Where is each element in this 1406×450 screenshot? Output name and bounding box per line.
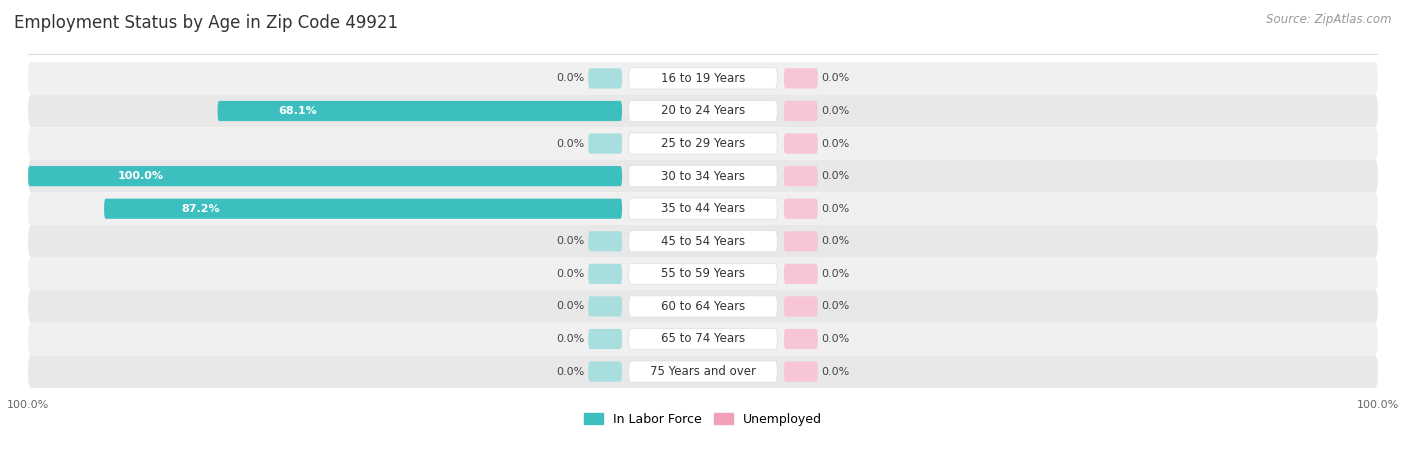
FancyBboxPatch shape bbox=[628, 68, 778, 89]
FancyBboxPatch shape bbox=[28, 290, 1378, 323]
FancyBboxPatch shape bbox=[628, 231, 778, 252]
Text: 0.0%: 0.0% bbox=[821, 302, 849, 311]
Text: 35 to 44 Years: 35 to 44 Years bbox=[661, 202, 745, 215]
Text: 0.0%: 0.0% bbox=[557, 236, 585, 246]
Text: 0.0%: 0.0% bbox=[557, 367, 585, 377]
FancyBboxPatch shape bbox=[785, 264, 818, 284]
FancyBboxPatch shape bbox=[588, 68, 621, 89]
Text: 0.0%: 0.0% bbox=[821, 73, 849, 83]
Text: 60 to 64 Years: 60 to 64 Years bbox=[661, 300, 745, 313]
FancyBboxPatch shape bbox=[785, 329, 818, 349]
FancyBboxPatch shape bbox=[628, 133, 778, 154]
Text: 0.0%: 0.0% bbox=[557, 139, 585, 148]
Text: 20 to 24 Years: 20 to 24 Years bbox=[661, 104, 745, 117]
FancyBboxPatch shape bbox=[28, 62, 1378, 94]
Text: 55 to 59 Years: 55 to 59 Years bbox=[661, 267, 745, 280]
FancyBboxPatch shape bbox=[28, 257, 1378, 290]
Text: 75 Years and over: 75 Years and over bbox=[650, 365, 756, 378]
FancyBboxPatch shape bbox=[28, 94, 1378, 127]
Text: 0.0%: 0.0% bbox=[557, 73, 585, 83]
FancyBboxPatch shape bbox=[785, 198, 818, 219]
Text: 30 to 34 Years: 30 to 34 Years bbox=[661, 170, 745, 183]
FancyBboxPatch shape bbox=[588, 231, 621, 252]
Text: 0.0%: 0.0% bbox=[821, 269, 849, 279]
FancyBboxPatch shape bbox=[628, 296, 778, 317]
Text: 0.0%: 0.0% bbox=[821, 171, 849, 181]
Text: 65 to 74 Years: 65 to 74 Years bbox=[661, 333, 745, 346]
Text: 0.0%: 0.0% bbox=[821, 204, 849, 214]
FancyBboxPatch shape bbox=[588, 329, 621, 349]
FancyBboxPatch shape bbox=[785, 231, 818, 252]
Text: 0.0%: 0.0% bbox=[821, 334, 849, 344]
FancyBboxPatch shape bbox=[218, 101, 621, 121]
Text: 0.0%: 0.0% bbox=[557, 334, 585, 344]
FancyBboxPatch shape bbox=[28, 225, 1378, 257]
FancyBboxPatch shape bbox=[785, 68, 818, 89]
FancyBboxPatch shape bbox=[628, 361, 778, 382]
FancyBboxPatch shape bbox=[104, 198, 621, 219]
Text: Employment Status by Age in Zip Code 49921: Employment Status by Age in Zip Code 499… bbox=[14, 14, 398, 32]
FancyBboxPatch shape bbox=[28, 356, 1378, 388]
FancyBboxPatch shape bbox=[628, 166, 778, 187]
Text: 45 to 54 Years: 45 to 54 Years bbox=[661, 235, 745, 248]
FancyBboxPatch shape bbox=[785, 101, 818, 121]
FancyBboxPatch shape bbox=[588, 361, 621, 382]
Text: 68.1%: 68.1% bbox=[278, 106, 316, 116]
FancyBboxPatch shape bbox=[785, 134, 818, 153]
Text: Source: ZipAtlas.com: Source: ZipAtlas.com bbox=[1267, 14, 1392, 27]
Text: 25 to 29 Years: 25 to 29 Years bbox=[661, 137, 745, 150]
FancyBboxPatch shape bbox=[28, 127, 1378, 160]
Text: 0.0%: 0.0% bbox=[557, 302, 585, 311]
Text: 0.0%: 0.0% bbox=[821, 139, 849, 148]
FancyBboxPatch shape bbox=[628, 328, 778, 350]
Legend: In Labor Force, Unemployed: In Labor Force, Unemployed bbox=[579, 408, 827, 431]
FancyBboxPatch shape bbox=[628, 100, 778, 122]
FancyBboxPatch shape bbox=[785, 166, 818, 186]
FancyBboxPatch shape bbox=[28, 160, 1378, 193]
FancyBboxPatch shape bbox=[785, 361, 818, 382]
Text: 0.0%: 0.0% bbox=[557, 269, 585, 279]
FancyBboxPatch shape bbox=[28, 193, 1378, 225]
Text: 16 to 19 Years: 16 to 19 Years bbox=[661, 72, 745, 85]
FancyBboxPatch shape bbox=[588, 297, 621, 316]
Text: 0.0%: 0.0% bbox=[821, 106, 849, 116]
Text: 100.0%: 100.0% bbox=[117, 171, 163, 181]
FancyBboxPatch shape bbox=[628, 263, 778, 284]
FancyBboxPatch shape bbox=[588, 134, 621, 153]
Text: 87.2%: 87.2% bbox=[181, 204, 221, 214]
FancyBboxPatch shape bbox=[628, 198, 778, 219]
FancyBboxPatch shape bbox=[785, 297, 818, 316]
Text: 0.0%: 0.0% bbox=[821, 367, 849, 377]
Text: 0.0%: 0.0% bbox=[821, 236, 849, 246]
FancyBboxPatch shape bbox=[588, 264, 621, 284]
FancyBboxPatch shape bbox=[28, 166, 621, 186]
FancyBboxPatch shape bbox=[28, 323, 1378, 356]
